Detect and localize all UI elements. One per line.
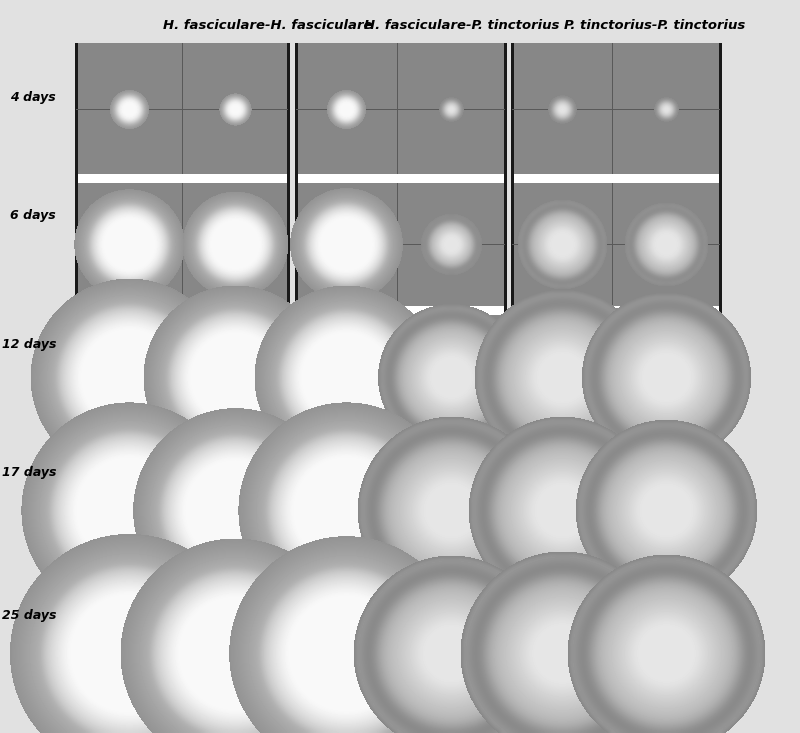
Text: 6 days: 6 days bbox=[10, 209, 56, 222]
Text: P. tinctorius-P. tinctorius: P. tinctorius-P. tinctorius bbox=[564, 19, 745, 32]
Text: 25 days: 25 days bbox=[2, 609, 56, 622]
Text: 12 days: 12 days bbox=[2, 338, 56, 351]
Text: 17 days: 17 days bbox=[2, 465, 56, 479]
Text: H. fasciculare-P. tinctorius: H. fasciculare-P. tinctorius bbox=[364, 19, 559, 32]
Text: H. fasciculare-H. fasciculare: H. fasciculare-H. fasciculare bbox=[163, 19, 373, 32]
Text: 4 days: 4 days bbox=[10, 91, 56, 104]
